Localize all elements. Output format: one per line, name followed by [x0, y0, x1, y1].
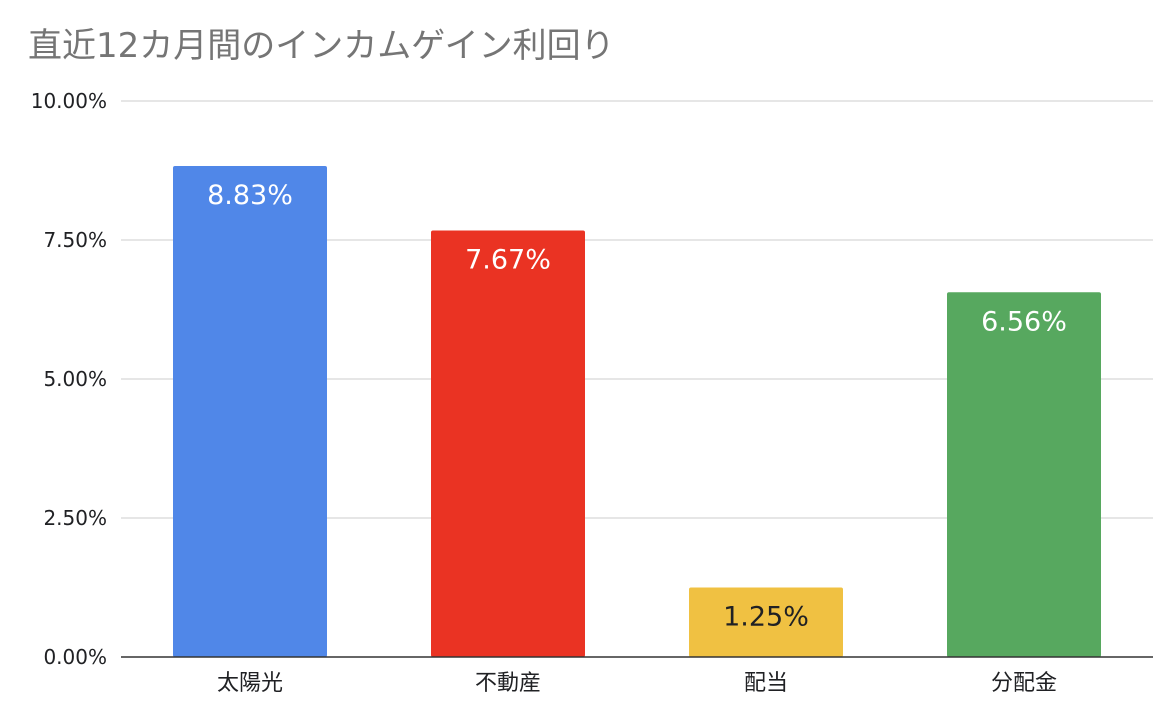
x-tick-label: 分配金 — [991, 671, 1057, 696]
bars: 8.83% 7.67% 1.25% 6.56% — [173, 166, 1101, 657]
bar — [947, 292, 1101, 657]
y-tick-label: 0.00% — [43, 645, 107, 669]
data-label: 1.25% — [723, 602, 809, 633]
x-tick-label: 太陽光 — [217, 671, 283, 696]
bar — [689, 587, 843, 657]
y-tick-label: 7.50% — [43, 228, 107, 252]
chart-title: 直近12カ月間のインカムゲイン利回り — [28, 26, 615, 66]
y-tick-label: 5.00% — [43, 367, 107, 391]
bar — [173, 166, 327, 657]
x-tick-label: 配当 — [744, 671, 788, 696]
data-label: 7.67% — [465, 245, 551, 276]
x-tick-label: 不動産 — [475, 671, 541, 696]
bar — [431, 230, 585, 657]
x-axis-tick-labels: 太陽光 不動産 配当 分配金 — [217, 671, 1057, 696]
y-tick-label: 2.50% — [43, 506, 107, 530]
y-axis-tick-labels: 0.00% 2.50% 5.00% 7.50% 10.00% — [31, 89, 107, 669]
data-label: 8.83% — [207, 180, 293, 211]
data-label: 6.56% — [981, 306, 1067, 337]
y-tick-label: 10.00% — [31, 89, 107, 113]
